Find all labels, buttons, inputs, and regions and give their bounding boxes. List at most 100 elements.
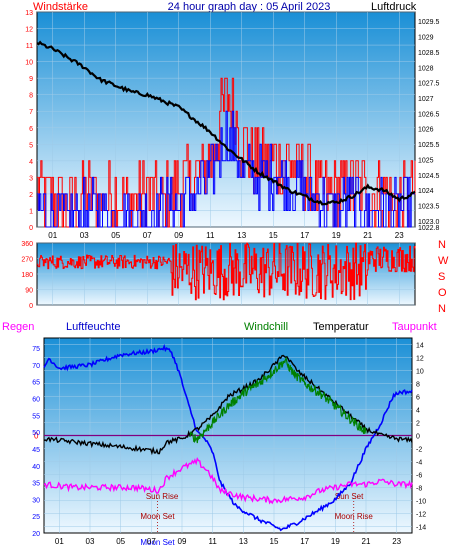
pressure-tick-label: 1028 [418, 65, 434, 72]
pressure-tick-label: 1023.0 [418, 219, 440, 226]
luftdruck-label: Luftdruck [371, 1, 417, 13]
sun-moon-markers: Sun Rise Sun Set Moon Set Moon Rise Moon Set [140, 492, 373, 547]
wind-direction-line [37, 242, 416, 301]
pressure-tick-label: 1024 [418, 188, 434, 195]
temperature-x-tick-label: 23 [392, 537, 401, 546]
humidity-tick-label: 65 [32, 380, 40, 387]
humidity-tick-label: 60 [32, 397, 40, 404]
wind-x-axis: 01 03 05 07 09 11 13 15 17 19 21 23 [48, 231, 404, 240]
wind-tick-label: 3 [29, 175, 33, 182]
temperature-x-tick-label: 19 [331, 537, 340, 546]
temperature-x-tick-label: 11 [209, 537, 218, 546]
temperature-x-tick-label: 03 [86, 537, 95, 546]
wind-x-tick-label: 23 [395, 231, 404, 240]
wind-gust-line [37, 110, 415, 228]
wind-tick-label: 7 [29, 109, 33, 116]
pressure-tick-label: 1028.5 [418, 50, 440, 57]
direction-tick-label: 270 [21, 257, 33, 264]
moon-set-axis-label: Moon Set [140, 538, 175, 547]
pressure-tick-label: 1023.5 [418, 204, 440, 211]
humidity-tick-label: 35 [32, 481, 40, 488]
pressure-tick-label: 1027.5 [418, 81, 440, 88]
wind-tick-label: 12 [25, 27, 33, 34]
wind-direction-y-axis: 0 90 180 270 360 [21, 241, 33, 310]
wind-tick-label: 1 [29, 208, 33, 215]
taupunkt-label: Taupunkt [392, 321, 437, 333]
temperature-tick-label: -10 [416, 499, 426, 506]
wind-x-tick-label: 09 [174, 231, 183, 240]
wind-x-tick-label: 19 [332, 231, 341, 240]
wind-tick-label: 8 [29, 93, 33, 100]
wind-direction-series [37, 242, 416, 301]
direction-tick-label: 360 [21, 241, 33, 248]
wind-tick-label: 2 [29, 192, 33, 199]
pressure-tick-label: 1025.5 [418, 142, 440, 149]
pressure-tick-label: 1025 [418, 157, 434, 164]
temperature-x-tick-label: 21 [362, 537, 371, 546]
dewpoint-line [43, 456, 413, 505]
humidity-y-axis: 20 25 30 35 40 45 50 55 60 65 70 75 [32, 346, 40, 538]
wind-gust-series [37, 110, 415, 228]
compass-letter: S [438, 271, 445, 283]
wind-x-tick-label: 05 [111, 231, 120, 240]
temperature-tick-label: -8 [416, 486, 422, 493]
temperature-tick-label: 8 [416, 382, 420, 389]
wind-x-tick-label: 03 [80, 231, 89, 240]
wind-x-tick-label: 15 [269, 231, 278, 240]
temperature-tick-label: 12 [416, 356, 424, 363]
wind-tick-label: 13 [25, 10, 33, 17]
temperature-x-tick-label: 15 [270, 537, 279, 546]
luftfeuchte-label: Luftfeuchte [66, 321, 120, 333]
temperature-tick-label: 14 [416, 343, 424, 350]
compass-letter: N [438, 239, 446, 251]
pressure-series [36, 40, 416, 206]
wind-x-tick-label: 17 [300, 231, 309, 240]
sun-rise-label: Sun Rise [146, 492, 179, 501]
temperature-tick-label: 10 [416, 369, 424, 376]
wind-tick-label: 6 [29, 126, 33, 133]
humidity-tick-label: 20 [32, 531, 40, 538]
windstaerke-label: Windstärke [33, 1, 88, 13]
temperature-tick-label: -14 [416, 525, 426, 532]
temperature-tick-label: 2 [416, 421, 420, 428]
wind-x-tick-label: 11 [206, 231, 215, 240]
pressure-tick-label: 1029.5 [418, 19, 440, 26]
temperature-tick-label: -2 [416, 447, 422, 454]
sun-set-label: Sun Set [335, 492, 364, 501]
humidity-tick-label: 75 [32, 346, 40, 353]
windchill-line [189, 356, 367, 444]
wind-x-tick-label: 07 [143, 231, 152, 240]
temperature-x-tick-label: 17 [300, 537, 309, 546]
wind-tick-label: 0 [29, 225, 33, 232]
windchill-label: Windchill [244, 321, 288, 333]
wind-tick-label: 4 [29, 159, 33, 166]
temperature-series [43, 354, 413, 456]
wind-x-tick-label: 21 [363, 231, 372, 240]
direction-tick-label: 0 [29, 303, 33, 310]
temperatur-label: Temperatur [313, 321, 369, 333]
temperature-humidity-panel: 0 Sun Rise Sun Set Moon Set Moon Rise Moon S… [32, 337, 426, 547]
wind-tick-label: 5 [29, 142, 33, 149]
zero-line: 0 [34, 432, 412, 441]
wind-tick-label: 10 [25, 60, 33, 67]
temperature-x-tick-label: 09 [178, 537, 187, 546]
temperature-line [43, 354, 413, 456]
humidity-tick-label: 25 [32, 514, 40, 521]
humidity-tick-label: 45 [32, 447, 40, 454]
wind-x-tick-label: 13 [237, 231, 246, 240]
pressure-line [36, 40, 416, 206]
regen-label: Regen [2, 321, 34, 333]
dewpoint-series [43, 456, 413, 505]
wind-x-tick-label: 01 [48, 231, 57, 240]
humidity-tick-label: 55 [32, 413, 40, 420]
pressure-tick-label: 1029 [418, 35, 434, 42]
humidity-tick-label: 30 [32, 497, 40, 504]
wind-tick-label: 9 [29, 76, 33, 83]
temperature-tick-label: -12 [416, 512, 426, 519]
moon-rise-label: Moon Rise [335, 512, 374, 521]
temperature-tick-label: 6 [416, 395, 420, 402]
